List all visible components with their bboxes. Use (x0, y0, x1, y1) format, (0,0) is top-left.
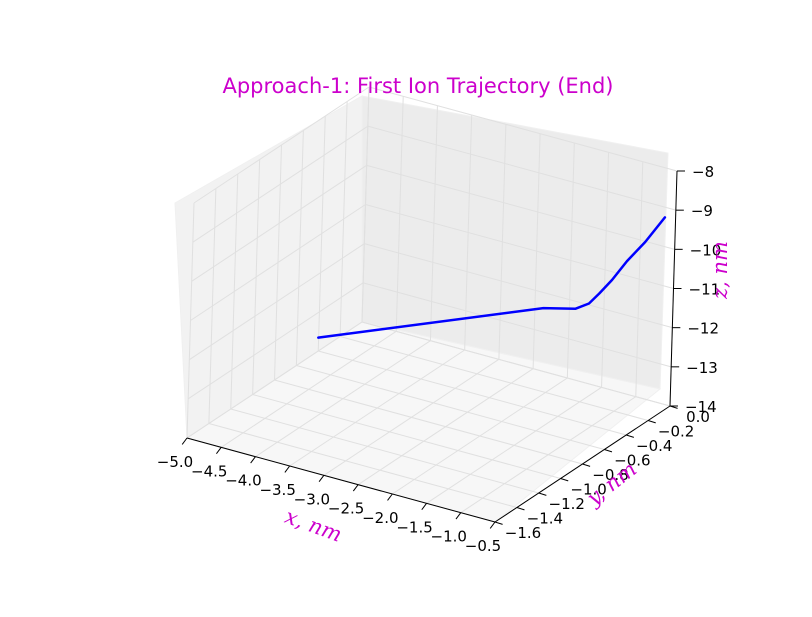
y-axis-label: y, nm (581, 457, 641, 511)
grid-line-z-back (367, 125, 676, 211)
grid-line-z-side (187, 282, 364, 400)
z-axis-tick-label: −14 (685, 398, 717, 416)
grid-line-z-side (186, 321, 363, 439)
y-axis-tick-label: −0.8 (592, 466, 628, 484)
grid-line-z-side (191, 164, 367, 282)
z-axis-tick-label: −10 (690, 241, 722, 259)
y-axis-tick-label: 0.0 (686, 408, 710, 426)
y-axis-tick-label: −1.2 (549, 495, 585, 513)
y-axis-ticks: −1.6−1.4−1.2−1.0−0.8−0.6−0.4−0.20.0 (494, 405, 710, 542)
x-axis-tick (352, 484, 359, 492)
grid-line-y-floor (339, 336, 649, 421)
z-axis-label: z, nm (708, 241, 732, 300)
y-axis-tick (560, 478, 569, 482)
trajectory-line-0 (317, 216, 667, 339)
y-axis-tick-label: −0.2 (658, 423, 694, 441)
z-axis-tick-label: −11 (689, 281, 721, 299)
grid-line-z-side (190, 204, 366, 321)
grid-line-z-side (192, 125, 369, 243)
y-axis-tick (582, 463, 591, 467)
z-axis-tick-label: −9 (691, 202, 713, 220)
y-axis-tick (604, 449, 613, 453)
grid-line-z-back (363, 282, 672, 368)
x-axis-tick (318, 475, 325, 483)
x-axis-tick-label: −3.0 (294, 490, 330, 508)
x-axis-tick (421, 503, 427, 511)
y-axis-tick-label: −0.4 (636, 437, 672, 455)
y-axis-tick (626, 434, 635, 438)
grid-line-z-side (193, 86, 370, 204)
x-axis-tick-label: −1.5 (396, 518, 432, 536)
grid-line-y-floor (208, 423, 518, 508)
grid-line-y-floor (274, 379, 583, 465)
x-axis-tick (387, 493, 393, 501)
grid-lines (186, 86, 678, 523)
y-axis-tick-label: −1.0 (570, 481, 606, 499)
y-axis-tick (516, 507, 525, 511)
x-axis-tick-label: −0.5 (465, 537, 501, 555)
x-axis-tick-label: −2.0 (362, 509, 398, 527)
x-axis-tick-label: −2.5 (328, 500, 364, 518)
grid-line-z-side (189, 243, 365, 361)
grid-line-z-back (361, 321, 671, 407)
grid-line-y-floor (230, 408, 539, 494)
chart-title: Approach-1: First Ion Trajectory (End) (222, 74, 613, 98)
z-axis-ticks: −14 −13 −12 −11 −10 −9 −8 (670, 163, 721, 416)
y-axis-tick (647, 420, 656, 424)
y-axis-tick (538, 492, 547, 496)
z-axis-tick-label: −13 (686, 359, 718, 377)
grid-line-y-floor (318, 350, 627, 436)
x-axis-tick (216, 447, 222, 455)
y-axis-tick-label: −1.6 (505, 524, 541, 542)
x-axis-tick (250, 456, 256, 464)
x-axis-tick-label: −5.0 (157, 453, 193, 471)
z-axis-tick-label: −8 (692, 163, 714, 181)
x-axis-tick-label: −3.5 (259, 481, 295, 499)
z-axis-tick-label: −12 (687, 320, 719, 338)
grid-line-z-back (365, 204, 674, 289)
x-axis-tick-label: −4.5 (191, 462, 227, 480)
y-axis-tick-label: −0.6 (614, 452, 650, 470)
x-axis-tick (455, 512, 462, 520)
grid-line-y-floor (252, 394, 561, 479)
grid-line-z-back (368, 86, 678, 172)
series-layer (317, 216, 667, 339)
x-axis-tick (284, 465, 291, 473)
x-axis-tick (181, 437, 188, 445)
x-axis-tick (489, 521, 496, 529)
grid-line-z-back (364, 243, 673, 329)
y-axis-tick-label: −1.4 (527, 510, 563, 528)
x-axis-ticks: −5.0−4.5−4.0−3.5−3.0−2.5−2.0−1.5−1.0−0.5 (157, 437, 501, 555)
x-axis-tick-label: −4.0 (225, 472, 261, 490)
axes-panes (174, 95, 669, 523)
x-axis-line (186, 437, 496, 523)
y-axis-tick (494, 521, 503, 525)
grid-line-z-back (366, 164, 675, 250)
grid-line-y-floor (296, 365, 605, 450)
x-axis-tick-label: −1.0 (431, 528, 467, 546)
